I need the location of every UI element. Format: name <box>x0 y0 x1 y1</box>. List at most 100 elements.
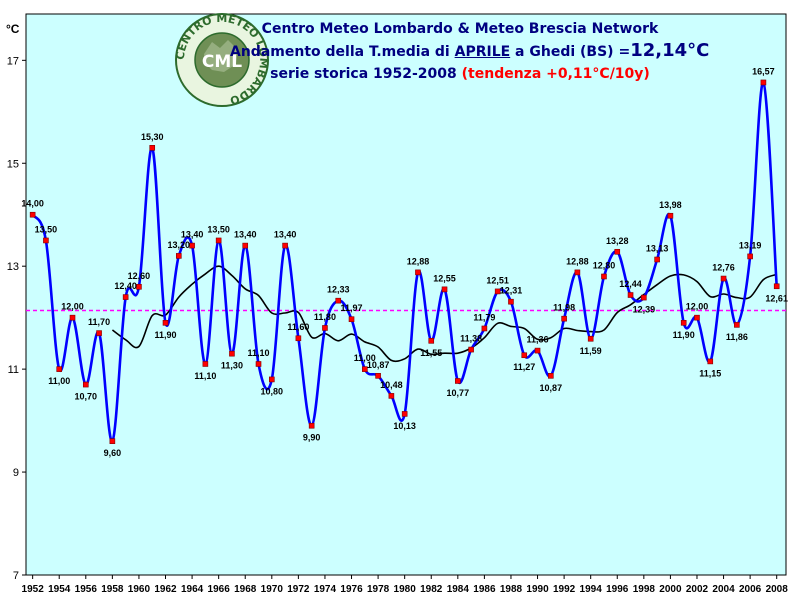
data-label: 11,90 <box>673 330 695 340</box>
data-point <box>109 438 116 444</box>
chart-title: Centro Meteo Lombardo & Meteo Brescia Ne… <box>230 18 709 85</box>
x-tick-label: 1986 <box>473 584 496 595</box>
data-point <box>282 242 288 249</box>
data-label: 12,00 <box>61 302 84 312</box>
data-label: 12,60 <box>128 271 151 281</box>
data-point <box>747 253 753 260</box>
data-point <box>322 325 328 331</box>
x-tick-label: 1998 <box>633 584 656 595</box>
x-tick-label: 2004 <box>712 584 735 595</box>
data-label: 12,39 <box>633 305 656 315</box>
data-label: 13,40 <box>234 230 257 240</box>
y-axis-unit: °C <box>6 22 20 36</box>
marker-layer <box>29 79 780 444</box>
data-point <box>773 283 780 290</box>
x-tick-label: 2002 <box>686 584 709 595</box>
y-tick-label: 13 <box>7 261 19 273</box>
data-label: 12,51 <box>486 275 509 285</box>
data-label: 10,77 <box>447 388 470 398</box>
data-point <box>574 269 581 276</box>
x-tick-label: 2008 <box>766 584 789 595</box>
data-point <box>149 145 156 151</box>
data-label: 10,13 <box>393 421 416 431</box>
title-place: a Ghedi (BS) = <box>510 44 631 60</box>
y-tick-label: 9 <box>13 467 19 479</box>
temperature-line <box>31 81 778 443</box>
data-point <box>375 373 381 379</box>
data-point <box>428 338 435 344</box>
data-label: 15,30 <box>141 132 164 142</box>
series-layer <box>31 81 778 443</box>
data-label: 11,27 <box>513 362 535 372</box>
data-label: 12,61 <box>765 293 788 303</box>
data-label: 13,19 <box>739 240 762 250</box>
plot-area <box>25 13 787 576</box>
data-label: 11,00 <box>354 353 376 363</box>
title-mean-value: 12,14°C <box>630 40 710 61</box>
data-point <box>175 253 182 259</box>
x-tick-label: 1954 <box>48 584 71 595</box>
data-label: 16,57 <box>752 66 775 76</box>
x-tick-label: 1952 <box>22 584 45 595</box>
x-tick-label: 2000 <box>659 584 682 595</box>
data-label: 13,20 <box>168 240 191 250</box>
x-tick-label: 1960 <box>128 584 151 595</box>
data-label: 11,80 <box>314 312 336 322</box>
data-point <box>29 211 36 218</box>
subtitle-series: serie storica 1952-2008 <box>270 66 462 82</box>
x-tick-label: 1968 <box>234 584 257 595</box>
data-point <box>627 292 634 298</box>
data-point <box>96 330 102 336</box>
x-tick-label: 1956 <box>75 584 98 595</box>
x-tick-label: 1970 <box>261 584 284 595</box>
data-label: 12,31 <box>500 286 523 296</box>
title-prefix: Andamento della T.media di <box>230 44 455 60</box>
x-tick-label: 1996 <box>606 584 629 595</box>
data-point <box>348 316 355 323</box>
x-tick-label: 1972 <box>287 584 310 595</box>
data-label: 11,00 <box>48 376 70 386</box>
data-label: 10,80 <box>261 386 284 396</box>
x-tick-label: 1964 <box>181 584 204 595</box>
data-label: 11,60 <box>287 322 309 332</box>
x-tick-label: 1976 <box>340 584 363 595</box>
data-point <box>587 335 594 342</box>
data-label: 10,87 <box>540 383 563 393</box>
data-point <box>122 294 129 300</box>
data-label-layer: 14,0013,5011,0012,0010,7011,709,6012,401… <box>21 66 788 458</box>
data-label: 11,97 <box>341 303 363 313</box>
x-tick-label: 1994 <box>580 584 603 595</box>
subtitle-trend: (tendenza +0,11°C/10y) <box>461 66 650 82</box>
data-point <box>694 314 700 321</box>
x-tick-label: 1984 <box>447 584 470 595</box>
data-label: 11,98 <box>553 303 575 313</box>
data-label: 11,70 <box>88 317 110 327</box>
data-point <box>680 320 687 326</box>
y-tick-label: 7 <box>13 570 19 582</box>
data-label: 10,48 <box>380 380 403 390</box>
data-label: 12,88 <box>407 256 430 266</box>
data-point <box>215 237 222 244</box>
cml-logo-icon: CENTRO METEO LOMBARDO CML <box>174 12 270 107</box>
data-label: 11,15 <box>699 368 721 378</box>
data-label: 12,00 <box>686 302 709 312</box>
data-label: 9,60 <box>104 448 122 458</box>
data-label: 14,00 <box>21 199 44 209</box>
x-tick-label: 1958 <box>101 584 124 595</box>
data-label: 11,79 <box>473 312 495 322</box>
data-label: 13,40 <box>181 230 204 240</box>
data-point <box>707 358 714 365</box>
data-label: 12,80 <box>593 260 616 270</box>
x-tick-label: 1992 <box>553 584 576 595</box>
data-point <box>401 411 408 417</box>
title-line-3: serie storica 1952-2008 (tendenza +0,11°… <box>230 63 690 85</box>
title-line-2: Andamento della T.media di APRILE a Ghed… <box>230 40 709 63</box>
x-tick-label: 1990 <box>526 584 549 595</box>
data-label: 13,28 <box>606 236 629 246</box>
data-point <box>335 297 342 304</box>
data-point <box>481 325 488 332</box>
data-point <box>202 361 209 367</box>
x-tick-label: 1974 <box>314 584 337 595</box>
data-point <box>242 242 249 249</box>
data-point <box>534 347 541 354</box>
